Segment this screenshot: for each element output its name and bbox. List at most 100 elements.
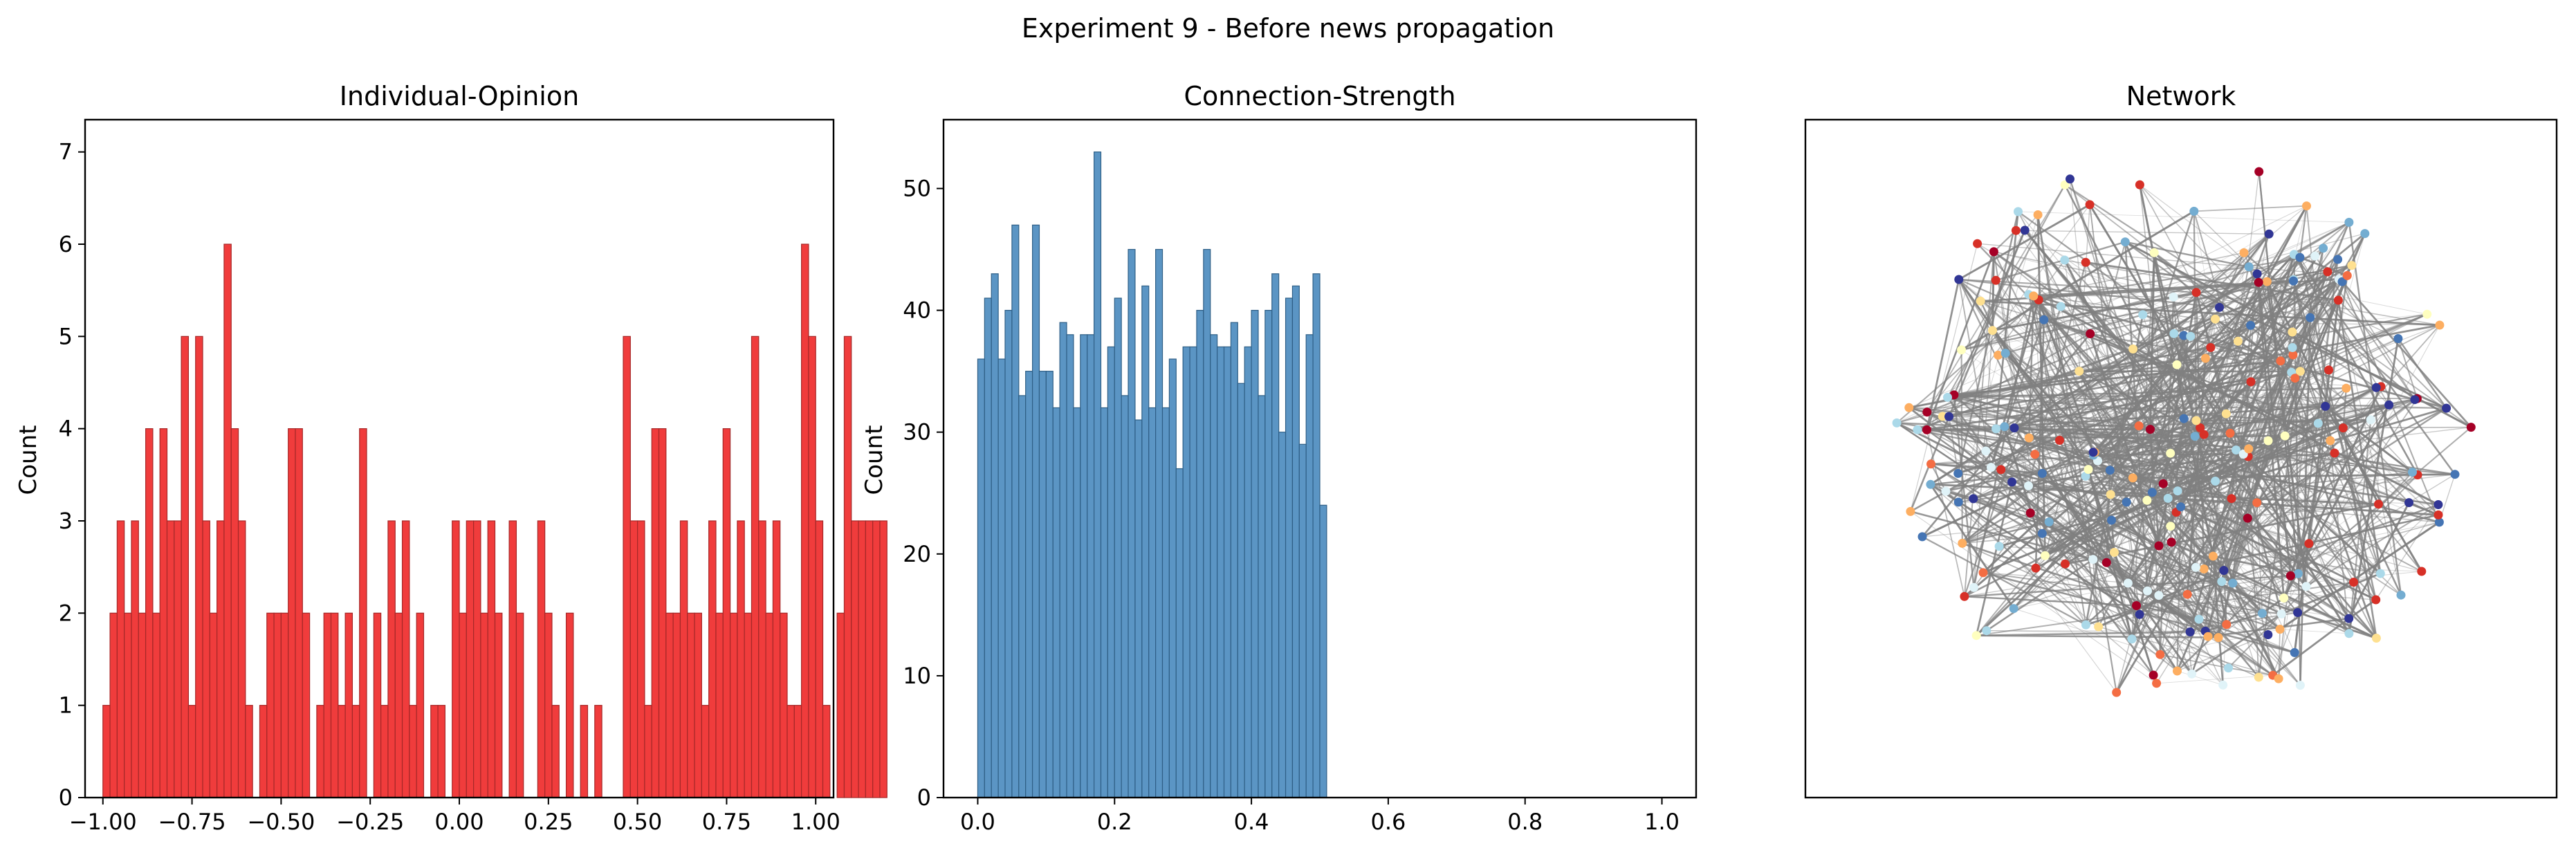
network-node: [2127, 634, 2137, 644]
network-node: [2450, 470, 2460, 479]
network-node: [2254, 672, 2263, 682]
opinion-bar: [401, 520, 410, 798]
network-node: [1994, 350, 2003, 360]
opinion-bar: [230, 428, 239, 798]
network-node: [2081, 257, 2090, 267]
strength-bar: [1264, 310, 1273, 798]
network-edge: [2158, 407, 2447, 596]
opinion-bar: [851, 520, 859, 798]
opinion-x-tick-label: 0.50: [613, 809, 662, 835]
network-node: [2288, 343, 2297, 352]
strength-bar: [1114, 297, 1122, 798]
opinion-bar: [473, 520, 481, 798]
opinion-bar: [801, 243, 809, 798]
network-node: [2138, 310, 2148, 320]
opinion-bar: [359, 428, 367, 798]
strength-axes: 0.0 0.2 0.4 0.6 0.8 1.0 0 10 20 30 40 50: [903, 175, 1680, 835]
opinion-bar: [138, 612, 147, 798]
strength-x-tick-label: 0.6: [1370, 809, 1406, 835]
network-edge: [1985, 450, 2149, 591]
network-node: [2191, 562, 2200, 572]
network-node: [2233, 336, 2243, 346]
network-node: [1957, 345, 1967, 355]
network-node: [2375, 569, 2385, 578]
network-edge: [2203, 434, 2377, 639]
opinion-bar: [174, 520, 182, 798]
network-node: [2132, 601, 2141, 610]
network-edge: [1961, 437, 2030, 544]
network-node: [2393, 334, 2403, 343]
strength-bar: [1093, 151, 1102, 798]
network-node: [2301, 582, 2311, 591]
network-edge: [2085, 261, 2280, 679]
network-node: [2422, 309, 2432, 319]
network-node: [2154, 591, 2164, 600]
network-edge: [2191, 271, 2328, 674]
strength-bar: [1251, 310, 1259, 798]
network-node: [1981, 446, 1991, 456]
network-edge: [2375, 387, 2380, 504]
network-edge: [2153, 252, 2239, 342]
opinion-bar: [373, 612, 382, 798]
network-edge: [2160, 629, 2281, 655]
network-edge: [2193, 211, 2198, 421]
network-node: [2404, 498, 2413, 508]
network-node: [1953, 468, 1963, 478]
network-edge: [2342, 281, 2416, 401]
network-edge: [2226, 405, 2390, 625]
network-node: [2166, 522, 2175, 531]
opinion-bar: [701, 705, 710, 798]
strength-bar: [1121, 395, 1129, 798]
network-node: [2173, 666, 2182, 676]
network-edge: [2043, 319, 2440, 326]
opinion-bar: [865, 520, 874, 798]
strength-bar: [1210, 334, 1218, 798]
opinion-y-tick-label: 2: [59, 600, 73, 626]
network-node: [1922, 425, 1931, 434]
network-node: [2347, 261, 2357, 270]
network-node: [2289, 276, 2298, 286]
network-edge: [2017, 210, 2191, 338]
opinion-bar: [288, 428, 296, 798]
network-edge: [2193, 205, 2307, 212]
network-edge: [1926, 411, 2160, 547]
network-edge: [2109, 233, 2270, 471]
opinion-bar: [822, 705, 831, 798]
network-node: [2227, 494, 2236, 504]
network-edge: [2098, 626, 2273, 676]
network-node: [2163, 493, 2173, 503]
network-node: [1958, 538, 1967, 548]
network-node: [2033, 210, 2043, 219]
network-edge: [2342, 281, 2472, 428]
opinion-bar: [808, 335, 816, 798]
strength-bar: [1258, 395, 1266, 798]
network-node: [2288, 327, 2297, 337]
network-node: [2081, 471, 2090, 481]
network-panel: Network: [1804, 81, 2558, 799]
network-edge: [1991, 330, 2225, 571]
network-edge: [1926, 184, 2066, 413]
network-edge: [2064, 184, 2377, 389]
opinion-bar: [466, 520, 475, 798]
network-edge: [2030, 512, 2209, 638]
network-edge: [2168, 471, 2413, 499]
opinion-bar: [217, 520, 225, 798]
opinion-bar: [380, 705, 389, 798]
network-node: [2254, 277, 2263, 287]
network-edge: [1958, 472, 2111, 495]
network-edge: [1973, 498, 2117, 693]
network-edge: [2012, 440, 2269, 483]
network-node: [2191, 288, 2201, 297]
network-edge: [2032, 295, 2115, 553]
strength-y-tick-label: 10: [903, 663, 931, 689]
opinion-bar: [259, 705, 268, 798]
network-node: [2039, 315, 2049, 324]
network-node: [2371, 634, 2381, 643]
opinion-x-tick-label: −0.50: [247, 809, 315, 835]
network-edge: [1962, 521, 2050, 544]
network-node: [2293, 569, 2303, 578]
strength-bar: [1107, 346, 1115, 798]
opinion-bar: [651, 428, 660, 798]
network-edge: [2033, 295, 2050, 522]
